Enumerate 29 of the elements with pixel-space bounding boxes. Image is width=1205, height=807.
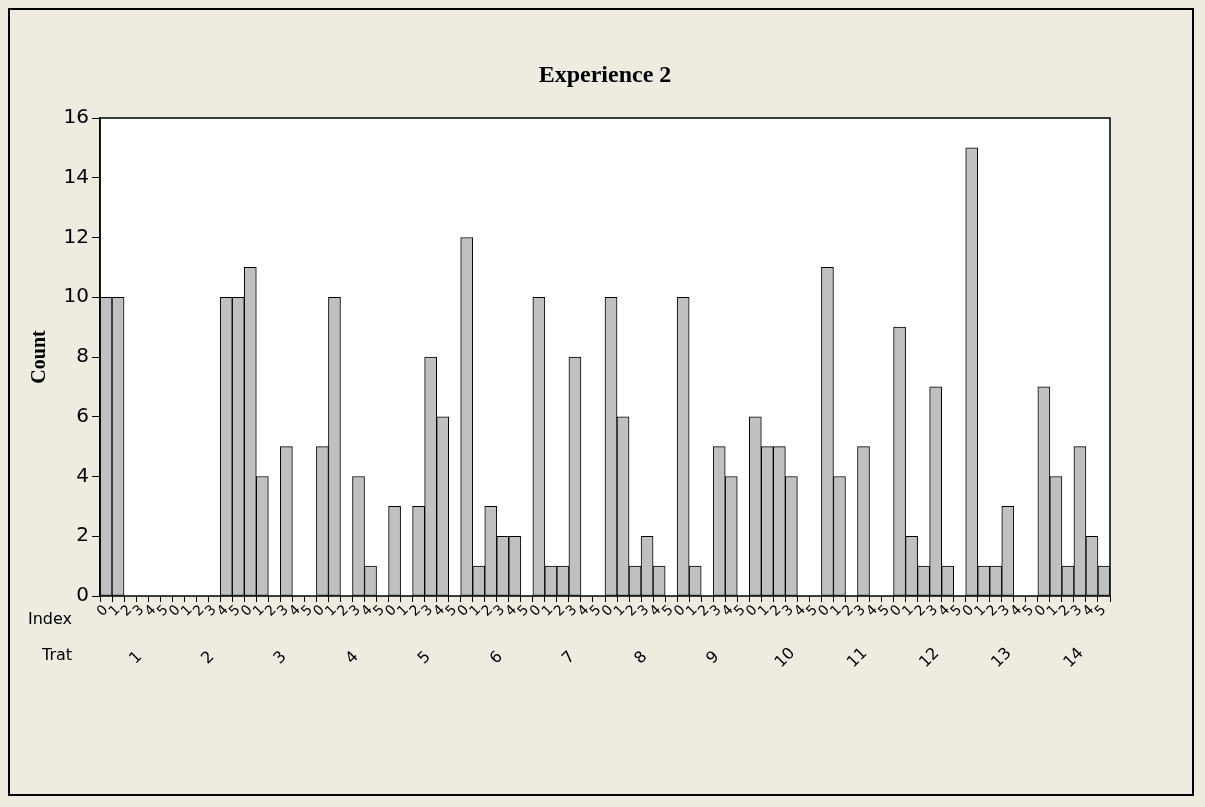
text: 9 [701,646,723,668]
y-axis-title: Count [27,329,50,384]
text: 5 [413,646,435,668]
text: 7 [557,646,579,668]
y-tick-label: 12 [63,223,89,248]
x-axis-title: Trat [41,645,73,665]
text: 2 [196,646,218,668]
text: 14 [1059,643,1087,671]
text: 8 [629,646,651,668]
y-tick-label: 10 [63,283,89,308]
chart-title: Experience 2 [538,61,672,88]
text: 13 [986,643,1015,671]
text: Index [28,609,73,629]
text: 3 [269,646,290,668]
x-tick-label: 5 [225,601,243,619]
y-tick-label: 8 [76,343,89,368]
x-tick-label: 5 [730,601,748,619]
y-tick-label: 6 [76,402,89,427]
y-tick-label: 4 [76,462,89,487]
text: 1 [124,646,146,668]
y-tick-label: 16 [63,104,89,129]
text: 4 [341,646,362,668]
text: 12 [914,643,943,671]
y-tick-label: 14 [63,163,89,188]
text: 11 [842,643,871,671]
y-tick-label: 2 [76,522,89,547]
x-tick-label: 5 [1091,601,1109,619]
text: 10 [770,643,799,671]
text: 6 [485,646,507,668]
